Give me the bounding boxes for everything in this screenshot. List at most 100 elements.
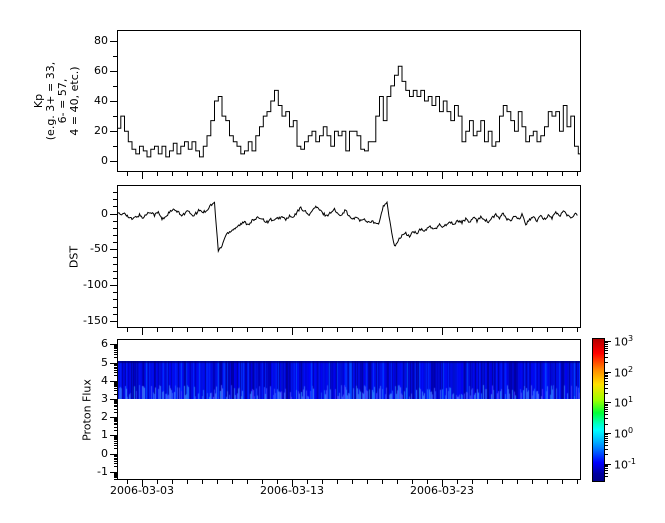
x-major-tick xyxy=(142,480,143,487)
x-minor-tick xyxy=(157,328,158,332)
y-tick-label: 3 xyxy=(74,393,108,405)
y-log-minor-tick xyxy=(114,384,117,385)
x-minor-tick xyxy=(457,328,458,332)
x-minor-tick xyxy=(247,480,248,484)
x-minor-tick xyxy=(502,480,503,484)
x-minor-tick xyxy=(427,328,428,332)
x-minor-tick xyxy=(457,480,458,484)
colorbar-minor-tick xyxy=(605,381,608,382)
y-major-tick xyxy=(110,131,117,132)
x-minor-tick xyxy=(187,172,188,176)
y-log-minor-tick xyxy=(114,352,117,353)
y-log-minor-tick xyxy=(114,394,117,395)
y-major-tick xyxy=(110,161,117,162)
x-minor-tick xyxy=(337,328,338,332)
x-minor-tick xyxy=(247,328,248,332)
y-log-minor-tick xyxy=(114,476,117,477)
y-major-tick xyxy=(110,41,117,42)
y-log-minor-tick xyxy=(114,364,117,365)
y-log-minor-tick xyxy=(114,455,117,456)
y-minor-tick xyxy=(113,221,117,222)
colorbar-minor-tick xyxy=(605,384,608,385)
y-log-minor-tick xyxy=(114,439,117,440)
x-minor-tick xyxy=(457,172,458,176)
x-minor-tick xyxy=(277,328,278,332)
colorbar-minor-tick xyxy=(605,470,608,471)
x-minor-tick xyxy=(307,480,308,484)
y-log-minor-tick xyxy=(114,370,117,371)
y-tick-label: 4 xyxy=(74,375,108,387)
y-tick-label: -1 xyxy=(74,466,108,478)
y-log-minor-tick xyxy=(114,473,117,474)
y-minor-tick xyxy=(113,56,117,57)
y-log-minor-tick xyxy=(114,348,117,349)
colorbar-minor-tick xyxy=(605,373,608,374)
y-log-minor-tick xyxy=(114,421,117,422)
y-minor-tick xyxy=(113,257,117,258)
colorbar-minor-tick xyxy=(605,414,608,415)
x-major-tick xyxy=(142,328,143,335)
y-log-minor-tick xyxy=(114,383,117,384)
y-log-minor-tick xyxy=(114,403,117,404)
colorbar-minor-tick xyxy=(605,466,608,467)
y-log-minor-tick xyxy=(114,427,117,428)
x-minor-tick xyxy=(337,480,338,484)
x-minor-tick xyxy=(502,172,503,176)
y-minor-tick xyxy=(113,146,117,147)
x-minor-tick xyxy=(517,172,518,176)
y-tick-label: 20 xyxy=(74,125,108,137)
y-log-minor-tick xyxy=(114,375,117,376)
x-minor-tick xyxy=(277,172,278,176)
x-minor-tick xyxy=(412,328,413,332)
x-minor-tick xyxy=(427,172,428,176)
y-log-minor-tick xyxy=(114,363,117,364)
x-minor-tick xyxy=(352,480,353,484)
x-minor-tick xyxy=(517,328,518,332)
y-major-tick xyxy=(110,321,117,322)
y-minor-tick xyxy=(113,264,117,265)
x-minor-tick xyxy=(547,480,548,484)
y-log-minor-tick xyxy=(114,463,117,464)
y-log-minor-tick xyxy=(114,382,117,383)
x-minor-tick xyxy=(412,172,413,176)
y-log-minor-tick xyxy=(114,430,117,431)
x-minor-tick xyxy=(382,480,383,484)
x-minor-tick xyxy=(322,172,323,176)
colorbar-minor-tick xyxy=(605,449,608,450)
colorbar-minor-tick xyxy=(605,393,608,394)
y-log-minor-tick xyxy=(114,443,117,444)
colorbar-minor-tick xyxy=(605,388,608,389)
y-minor-tick xyxy=(113,228,117,229)
x-minor-tick xyxy=(217,172,218,176)
y-minor-tick xyxy=(113,292,117,293)
colorbar-minor-tick xyxy=(605,350,608,351)
x-minor-tick xyxy=(472,172,473,176)
y-log-minor-tick xyxy=(114,475,117,476)
colorbar-minor-tick xyxy=(605,342,608,343)
colorbar-minor-tick xyxy=(605,465,608,466)
colorbar-tick-label: 102 xyxy=(614,363,633,380)
x-minor-tick xyxy=(127,172,128,176)
colorbar xyxy=(592,338,605,482)
x-minor-tick xyxy=(487,172,488,176)
x-minor-tick xyxy=(187,480,188,484)
y-log-minor-tick xyxy=(114,456,117,457)
x-minor-tick xyxy=(412,480,413,484)
y-log-minor-tick xyxy=(114,406,117,407)
colorbar-minor-tick xyxy=(605,434,608,435)
x-minor-tick xyxy=(307,328,308,332)
y-minor-tick xyxy=(113,307,117,308)
x-minor-tick xyxy=(352,172,353,176)
y-log-minor-tick xyxy=(114,437,117,438)
y-tick-label: 0 xyxy=(74,155,108,167)
colorbar-minor-tick xyxy=(605,424,608,425)
x-minor-tick xyxy=(472,480,473,484)
colorbar-minor-tick xyxy=(605,357,608,358)
colorbar-minor-tick xyxy=(605,346,608,347)
x-minor-tick xyxy=(532,480,533,484)
y-minor-tick xyxy=(113,192,117,193)
y-log-minor-tick xyxy=(114,409,117,410)
proton-flux-panel xyxy=(117,339,581,480)
y-major-tick xyxy=(110,71,117,72)
x-minor-tick xyxy=(472,328,473,332)
